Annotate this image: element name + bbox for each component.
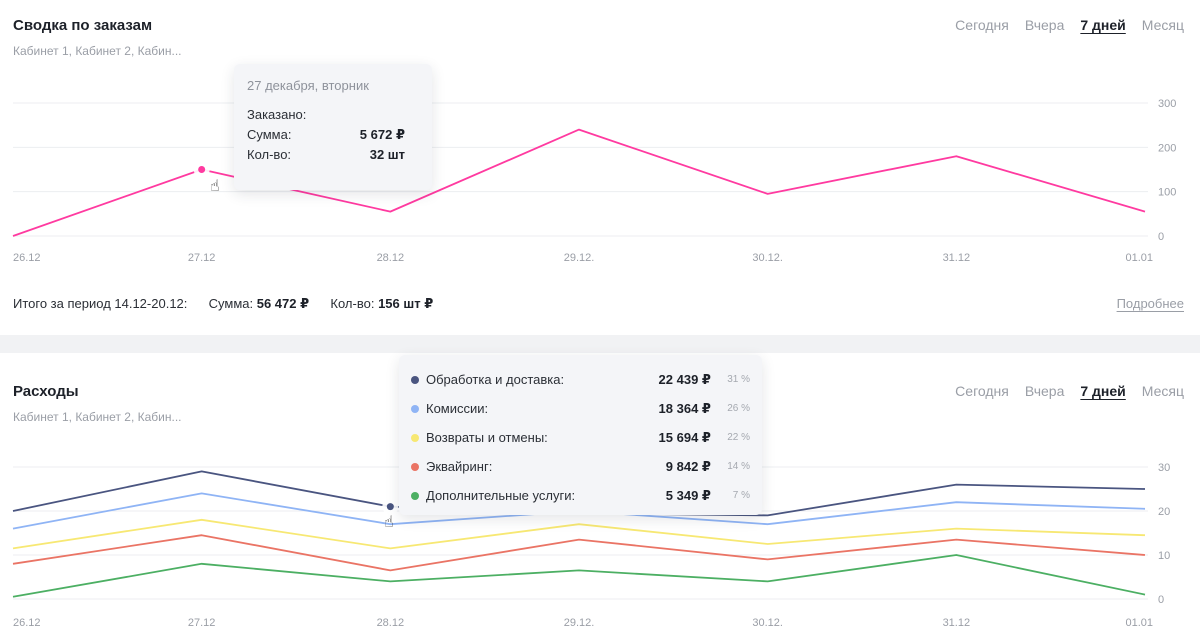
- tooltip-sum-value: 5 672 ₽: [359, 127, 405, 142]
- legend-dot-icon: [411, 375, 419, 384]
- tooltip-row-percent: 26 %: [727, 403, 750, 414]
- tooltip-row-percent: 31 %: [727, 374, 750, 385]
- tooltip-row-percent: 22 %: [727, 432, 750, 443]
- tooltip-row: Обработка и доставка: 22 439 ₽ 31 %: [411, 365, 750, 394]
- hover-point: [198, 166, 206, 173]
- orders-period-yesterday[interactable]: Вчера: [1024, 17, 1065, 33]
- legend-dot-icon: [411, 433, 419, 442]
- tooltip-row-label: Обработка и доставка:: [426, 372, 565, 387]
- tooltip-row-label: Дополнительные услуги:: [426, 488, 576, 503]
- x-tick-label: 26.12: [13, 252, 41, 264]
- tooltip-sum-row: Сумма: 5 672 ₽: [247, 125, 419, 145]
- tooltip-row: Возвраты и отмены: 15 694 ₽ 22 %: [411, 423, 750, 452]
- x-tick-label: 01.01: [1125, 252, 1153, 264]
- orders-card: Сводка по заказам Кабинет 1, Кабинет 2, …: [0, 0, 1200, 335]
- tooltip-row-amount: 22 439 ₽: [658, 371, 711, 387]
- hand-cursor-icon: ☝: [210, 178, 220, 195]
- tooltip-date: 27 декабря, вторник: [247, 78, 369, 93]
- y-tick-label: 0: [1158, 231, 1164, 243]
- y-tick-label: 100: [1158, 187, 1176, 199]
- more-details-link[interactable]: Подробнее: [1116, 296, 1184, 311]
- x-tick-label: 31.12: [943, 617, 971, 629]
- orders-chart[interactable]: 300 200 100 0 26.12 27.12 28.12 29.12. 30.12. 31.…: [0, 0, 1200, 270]
- x-tick-label: 30.12.: [752, 617, 783, 629]
- tooltip-qty-label: Кол-во:: [247, 147, 292, 162]
- expenses-period-7days[interactable]: 7 дней: [1080, 383, 1126, 399]
- summary-period-label: Итого за период 14.12-20.12:: [13, 296, 188, 311]
- y-tick-label: 300: [1158, 98, 1176, 110]
- tooltip-row-amount: 15 694 ₽: [658, 429, 711, 445]
- hover-point: [386, 503, 394, 511]
- tooltip-sum-label: Сумма:: [247, 127, 292, 142]
- tooltip-row: Дополнительные услуги: 5 349 ₽ 7 %: [411, 481, 750, 510]
- x-tick-label: 27.12: [188, 617, 216, 629]
- legend-dot-icon: [411, 404, 419, 413]
- tooltip-row-amount: 5 349 ₽: [665, 487, 711, 503]
- orders-subtitle[interactable]: Кабинет 1, Кабинет 2, Кабин...: [13, 44, 182, 58]
- tooltip-row-amount: 9 842 ₽: [665, 458, 711, 474]
- summary-sum-label: Сумма:: [208, 296, 254, 311]
- x-tick-label: 31.12: [943, 252, 971, 264]
- orders-summary: Итого за период 14.12-20.12: Сумма: 56 4…: [13, 296, 433, 312]
- tooltip-row-label: Возвраты и отмены:: [426, 430, 548, 445]
- tooltip-row-percent: 7 %: [732, 490, 750, 501]
- expenses-tooltip: Обработка и доставка: 22 439 ₽ 31 % Коми…: [399, 355, 762, 515]
- x-tick-label: 29.12.: [564, 617, 595, 629]
- orders-period-7days[interactable]: 7 дней: [1080, 17, 1126, 33]
- tooltip-row-amount: 18 364 ₽: [658, 400, 711, 416]
- orders-period-month[interactable]: Месяц: [1141, 17, 1184, 33]
- summary-qty-label: Кол-во:: [330, 296, 375, 311]
- summary-qty-value: 156 шт ₽: [378, 296, 434, 311]
- series-line: [12, 128, 1146, 237]
- x-tick-label: 28.12: [377, 617, 405, 629]
- series-line: [12, 518, 1146, 550]
- orders-period-switcher: Сегодня Вчера 7 дней Месяц: [955, 17, 1184, 33]
- tooltip-qty-row: Кол-во: 32 шт: [247, 145, 419, 165]
- x-tick-label: 26.12: [13, 617, 41, 629]
- y-tick-label: 0: [1158, 594, 1164, 606]
- tooltip-row-label: Эквайринг:: [426, 459, 493, 474]
- tooltip-heading-row: Заказано:: [247, 105, 419, 125]
- summary-sum-value: 56 472 ₽: [256, 296, 310, 311]
- y-tick-label: 30: [1158, 462, 1170, 474]
- expenses-subtitle[interactable]: Кабинет 1, Кабинет 2, Кабин...: [13, 410, 182, 424]
- series-line: [12, 534, 1146, 572]
- x-tick-label: 01.01: [1125, 617, 1153, 629]
- expenses-period-today[interactable]: Сегодня: [955, 383, 1009, 399]
- x-tick-label: 30.12.: [752, 252, 783, 264]
- tooltip-heading: Заказано:: [247, 107, 307, 122]
- tooltip-row-percent: 14 %: [727, 461, 750, 472]
- tooltip-row-label: Комиссии:: [426, 401, 489, 416]
- legend-dot-icon: [411, 462, 419, 471]
- expenses-period-yesterday[interactable]: Вчера: [1024, 383, 1065, 399]
- x-tick-label: 28.12: [377, 252, 405, 264]
- legend-dot-icon: [411, 491, 419, 500]
- tooltip-qty-value: 32 шт: [369, 147, 405, 162]
- expenses-period-switcher: Сегодня Вчера 7 дней Месяц: [955, 383, 1184, 399]
- tooltip-row: Комиссии: 18 364 ₽ 26 %: [411, 394, 750, 423]
- hand-cursor-icon: ☝: [384, 514, 394, 531]
- series-line: [12, 554, 1146, 598]
- orders-period-today[interactable]: Сегодня: [955, 17, 1009, 33]
- x-tick-label: 27.12: [188, 252, 216, 264]
- expenses-title: Расходы: [13, 383, 79, 400]
- y-tick-label: 200: [1158, 142, 1176, 154]
- expenses-period-month[interactable]: Месяц: [1141, 383, 1184, 399]
- tooltip-row: Эквайринг: 9 842 ₽ 14 %: [411, 452, 750, 481]
- orders-tooltip: 27 декабря, вторник Заказано: Сумма: 5 6…: [234, 64, 432, 190]
- y-tick-label: 10: [1158, 550, 1170, 562]
- y-tick-label: 20: [1158, 506, 1170, 518]
- orders-title: Сводка по заказам: [13, 17, 153, 34]
- x-tick-label: 29.12.: [564, 252, 595, 264]
